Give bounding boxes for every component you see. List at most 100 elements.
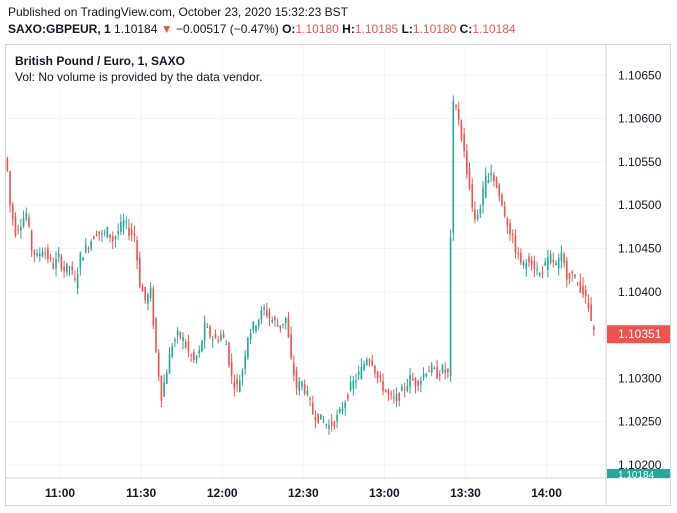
candle-body [166,372,168,384]
candle-body [217,339,219,341]
candle-body [552,260,555,263]
candle-body [36,253,38,256]
candle-body [482,187,484,206]
candle-body [44,253,46,255]
candle-body [14,216,17,236]
change-value: −0.00517 (−0.47%) [176,22,279,36]
candle-body [295,370,298,388]
close-label: C: [459,22,473,36]
current-price-badge [607,325,670,344]
candle-body [349,382,352,391]
candle-body [133,233,136,237]
candle-body [590,304,592,321]
candle-body [352,380,355,389]
candle-body [520,252,522,264]
candle-body [266,309,268,317]
high-value: 1.10185 [354,22,399,36]
candle-body [538,273,541,276]
candle-body [274,317,276,321]
candle-body [403,388,406,390]
candle-body [101,233,103,235]
candle-body [576,282,579,284]
candle-body [125,221,128,223]
candle-body [284,317,287,323]
candle-body [487,179,490,184]
candle-body [184,341,187,348]
candle-body [574,274,576,278]
candle-body [363,363,365,371]
candle-body [138,257,141,287]
candle-body [287,318,290,338]
candle-body [238,380,241,393]
candle-body [290,334,292,358]
candle-body [106,227,109,238]
candle-body [111,236,114,242]
candle-body [182,337,184,342]
candle-body [198,349,201,354]
candle-body [393,397,395,399]
candle-body [271,319,274,322]
candle-body [128,227,130,236]
candle-body [330,421,333,426]
high-label: H: [342,22,355,36]
candle-body [468,167,471,189]
open-label: O: [282,22,296,36]
candle-body [522,261,525,266]
candle-body [209,326,211,337]
candle-body [257,319,260,327]
candle-body [71,266,74,271]
candle-body [555,263,557,266]
candle-body [541,272,544,275]
candle-body [317,413,319,423]
candle-body [220,334,222,340]
candle-body [103,231,106,234]
published-caption: Published on TradingView.com, October 23… [8,5,348,19]
candle-body [222,334,225,338]
candle-body [211,338,214,340]
candle-body [98,231,101,235]
candle-body [322,421,325,423]
candle-body [25,213,28,220]
y-tick-label: 1.10450 [618,242,662,256]
candle-body [79,253,82,269]
candle-body [247,337,249,358]
bottom-price-label: 1.10184 [618,470,655,481]
current-price-label: 1.10351 [618,327,662,341]
candle-body [171,346,174,357]
x-tick-label: 11:30 [126,486,156,500]
candle-body [579,281,582,293]
candle-body [395,394,398,402]
bottom-price-badge [607,469,670,478]
x-tick-label: 12:30 [288,486,319,500]
candle-body [252,321,255,331]
candle-body [549,254,552,263]
x-tick-label: 13:30 [450,486,481,500]
candle-body [17,229,19,231]
candle-body [479,208,482,215]
candle-body [122,220,125,227]
candle-body [325,424,328,426]
candle-body [328,425,330,429]
candle-body [214,334,217,339]
candle-body [493,174,495,182]
candle-body [528,256,530,263]
candle-body [9,171,11,206]
candle-body [95,234,98,236]
candle-body [347,395,349,399]
candle-body [320,414,322,420]
candle-body [47,248,49,259]
candle-body [160,375,163,401]
candle-body [206,326,209,328]
candle-body [22,218,25,227]
x-tick-label: 13:00 [369,486,400,500]
candle-body [357,371,360,375]
candle-body [387,389,390,395]
candle-body [130,229,133,235]
candle-body [503,206,506,217]
candle-body [430,365,433,373]
candle-body [38,253,41,257]
candle-body [52,263,55,269]
y-tick-label: 1.10400 [618,285,662,299]
candle-body [57,253,60,258]
